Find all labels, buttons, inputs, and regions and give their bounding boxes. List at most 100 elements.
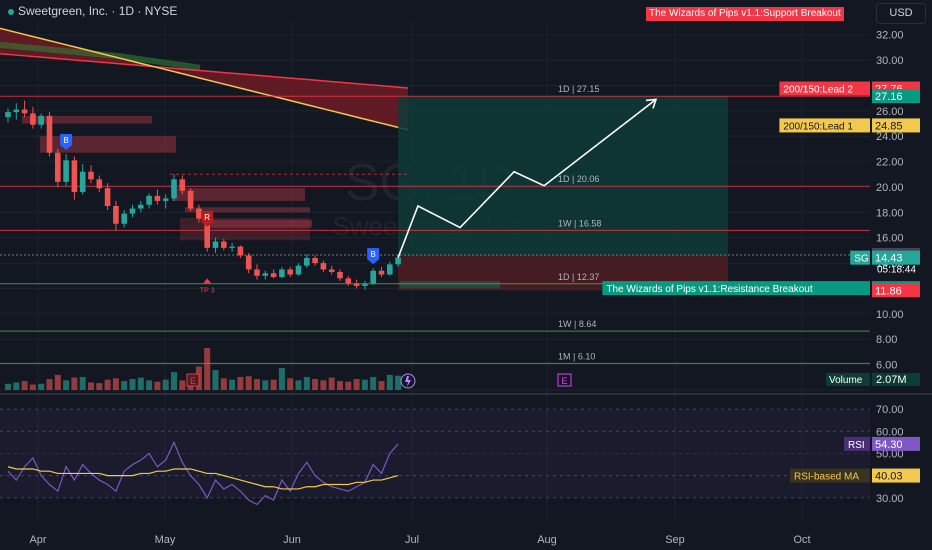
volume-bar (46, 378, 53, 390)
tp-signal-label: TP 3 (200, 287, 215, 294)
volume-bar (63, 380, 70, 390)
price-tag-value: 24.85 (875, 120, 903, 132)
volume-bar (378, 381, 385, 390)
volume-bar (146, 380, 153, 390)
candle-body (362, 283, 368, 286)
volume-bar (220, 378, 227, 390)
price-tick-label: 32.00 (876, 30, 904, 42)
candle-body (171, 179, 177, 199)
candle-body (196, 208, 202, 219)
candle-body (395, 257, 401, 265)
price-tick-label: 24.00 (876, 131, 904, 143)
candle-body (204, 218, 210, 248)
buy-signal-icon (367, 248, 380, 265)
breakout-zone (400, 280, 500, 289)
volume-bar (278, 367, 285, 390)
dividend-event-icon (400, 373, 416, 389)
level-label: 1M | 6.10 (558, 351, 595, 361)
volume-bar (237, 376, 244, 390)
candle-body (337, 271, 343, 279)
candle-body (221, 241, 227, 248)
candle-body (5, 112, 11, 118)
volume-bar (370, 376, 377, 390)
price-tick-label: 6.00 (876, 360, 897, 372)
price-tick-label: 16.00 (876, 233, 904, 245)
level-label: 1D | 12.37 (558, 272, 599, 282)
volume-bar (386, 374, 393, 390)
rsi-tag-name-bg (790, 468, 870, 483)
candle-body (46, 115, 53, 153)
volume-bar (5, 383, 11, 390)
volume-bar (38, 383, 45, 390)
lightning-icon (405, 376, 411, 387)
rsi-series-line (7, 440, 399, 506)
earnings-event-label: E (190, 376, 196, 386)
candle-body (212, 241, 219, 248)
candle-body (21, 109, 28, 114)
time-tick-label: Aug (537, 534, 557, 546)
candle-body (113, 206, 119, 224)
volume-bar (361, 379, 368, 390)
arrow-head-icon (645, 98, 658, 109)
ma200-line (0, 52, 409, 89)
candle-body (229, 246, 235, 248)
price-tick-label: 18.00 (876, 207, 904, 219)
candle-body (387, 264, 393, 275)
volume-bar (353, 378, 360, 390)
candle-body (154, 195, 161, 201)
symbol-title: Sweetgreen, Inc. · 1D · NYSE (18, 4, 178, 18)
rsi-tick-label: 70.00 (876, 404, 904, 416)
level-label: 1D | 27.15 (558, 84, 599, 94)
indicator-banner: The Wizards of Pips v1.1:Support Breakou… (646, 7, 844, 21)
time-tick-label: May (155, 534, 176, 546)
time-tick-label: Oct (793, 534, 810, 546)
supply-zone (180, 218, 310, 241)
candle-body (270, 273, 277, 278)
price-tag-name-bg (602, 281, 870, 296)
sell-signal-icon (201, 210, 214, 227)
candle-body (279, 269, 285, 278)
candle-body (320, 263, 327, 270)
currency-button[interactable]: USD (876, 3, 926, 24)
candle-body (345, 278, 352, 284)
ma150-line (0, 27, 409, 131)
volume-bar (13, 382, 20, 390)
candle-body (104, 188, 111, 206)
candle-body (328, 269, 335, 272)
earnings-event-icon (186, 373, 200, 387)
level-label: 1W | 8.64 (558, 319, 596, 329)
time-tick-label: Jul (405, 534, 419, 546)
candle-body (353, 283, 360, 286)
candle-body (13, 109, 20, 113)
candle-body (245, 255, 252, 270)
supply-zone (40, 136, 176, 153)
price-tag-value: 14.43 (875, 253, 903, 265)
price-tag-name-bg (779, 118, 870, 133)
price-tag (872, 250, 920, 265)
volume-tag-bg (826, 373, 870, 386)
price-tick-label: 20.00 (876, 182, 904, 194)
volume-tag-label: Volume (829, 375, 863, 386)
volume-bar (337, 381, 343, 390)
projection-arrow (397, 98, 657, 258)
volume-bar (312, 378, 319, 390)
rsi-tag-name: RSI (848, 440, 865, 451)
volume-bar (162, 379, 169, 390)
candle-body (287, 269, 293, 275)
volume-bar (96, 383, 103, 390)
candle-body (237, 246, 244, 256)
price-tag (872, 89, 920, 104)
earnings-event-label: E (561, 376, 567, 386)
chart-header: Sweetgreen, Inc. · 1D · NYSE (8, 4, 177, 18)
volume-bar (254, 378, 260, 390)
volume-bar (121, 381, 128, 390)
rsi-tag-value: 40.03 (875, 471, 903, 483)
volume-bar (129, 378, 136, 390)
candle-body (79, 171, 86, 193)
candle-body (254, 269, 260, 276)
supply-zone (172, 188, 305, 201)
volume-bar (204, 348, 211, 390)
supply-zone (185, 207, 310, 213)
price-tick-label: 10.00 (876, 309, 904, 321)
